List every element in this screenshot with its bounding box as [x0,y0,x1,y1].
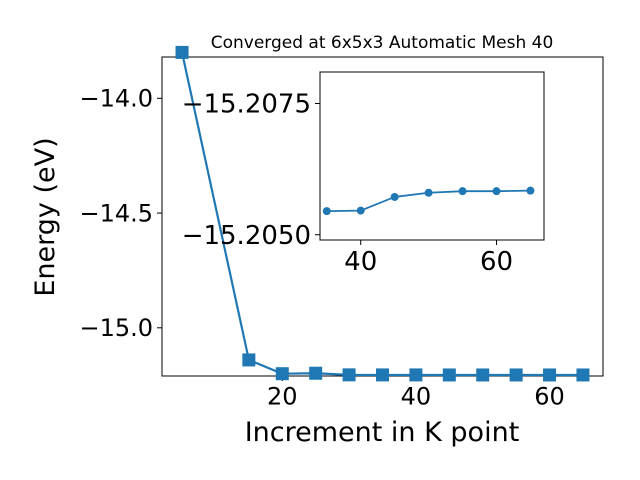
inset-data-point [526,186,535,195]
main-data-point [242,353,256,367]
chart-title: Converged at 6x5x3 Automatic Mesh 40 [211,33,554,53]
main-data-point [342,368,356,382]
main-x-tick-label: 60 [534,382,565,410]
main-data-point [576,368,590,382]
main-x-tick-label: 20 [267,382,298,410]
inset-data-point [390,192,399,201]
main-data-point [175,45,189,59]
main-data-point [376,368,389,382]
main-data-point [275,367,289,381]
main-data-point [442,368,456,382]
main-y-tick-label: −15.0 [79,314,153,342]
inset-data-point [424,188,433,197]
inset-data-point [356,206,365,215]
inset-x-tick-label: 40 [344,247,377,277]
main-data-point [543,368,557,382]
inset-plot: 40 60 −15.2050 −15.2075 [182,71,545,277]
main-data-point [309,366,323,380]
inset-data-point [458,187,467,196]
main-x-tick-label: 40 [401,382,432,410]
y-axis-label: Energy (eV) [30,137,61,296]
inset-x-tick-label: 60 [480,247,513,277]
main-data-point [409,368,423,382]
inset-y-tick-label: −15.2050 [182,221,311,251]
inset-axes-frame [319,71,545,241]
main-data-point [476,368,490,382]
x-axis-label: Increment in K point [245,417,520,448]
inset-data-point [492,187,501,196]
main-y-tick-label: −14.5 [79,199,153,227]
inset-data-point [322,207,331,216]
main-y-tick-label: −14.0 [79,85,153,113]
inset-y-tick-label: −15.2075 [182,90,311,120]
main-data-point [509,368,523,382]
